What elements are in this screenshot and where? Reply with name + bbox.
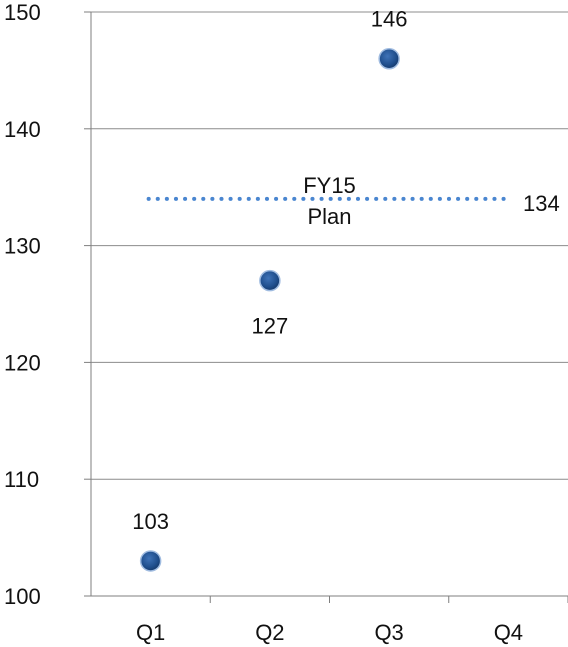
data-point — [139, 550, 162, 572]
data-label: 146 — [371, 7, 408, 32]
x-tick-label: Q2 — [255, 620, 284, 645]
reference-line-label-line1: FY15 — [303, 173, 356, 198]
data-labels: 103 127 146 — [132, 7, 407, 534]
data-point — [259, 269, 281, 292]
x-tick-label: Q1 — [136, 620, 165, 645]
data-label: 103 — [132, 509, 169, 534]
y-tick-label: 140 — [4, 117, 41, 142]
y-tick-label: 110 — [4, 467, 39, 492]
gridlines — [91, 11, 568, 480]
data-points — [139, 47, 400, 572]
reference-line-value-label: 134 — [523, 191, 560, 216]
axes — [84, 11, 568, 603]
y-tick-label: 130 — [4, 234, 41, 259]
y-tick-labels: 100 110 120 130 140 150 — [4, 0, 41, 609]
data-label: 127 — [252, 314, 289, 339]
data-point — [378, 47, 400, 70]
x-tick-labels: Q1 Q2 Q3 Q4 — [136, 620, 523, 645]
reference-line-label-line2: Plan — [307, 204, 351, 229]
reference-line-group: FY15 Plan 134 — [146, 173, 560, 229]
x-tick-label: Q4 — [494, 620, 523, 645]
y-tick-label: 120 — [4, 350, 41, 375]
y-tick-label: 150 — [4, 0, 41, 25]
x-tick-label: Q3 — [374, 620, 403, 645]
y-tick-label: 100 — [4, 584, 41, 609]
